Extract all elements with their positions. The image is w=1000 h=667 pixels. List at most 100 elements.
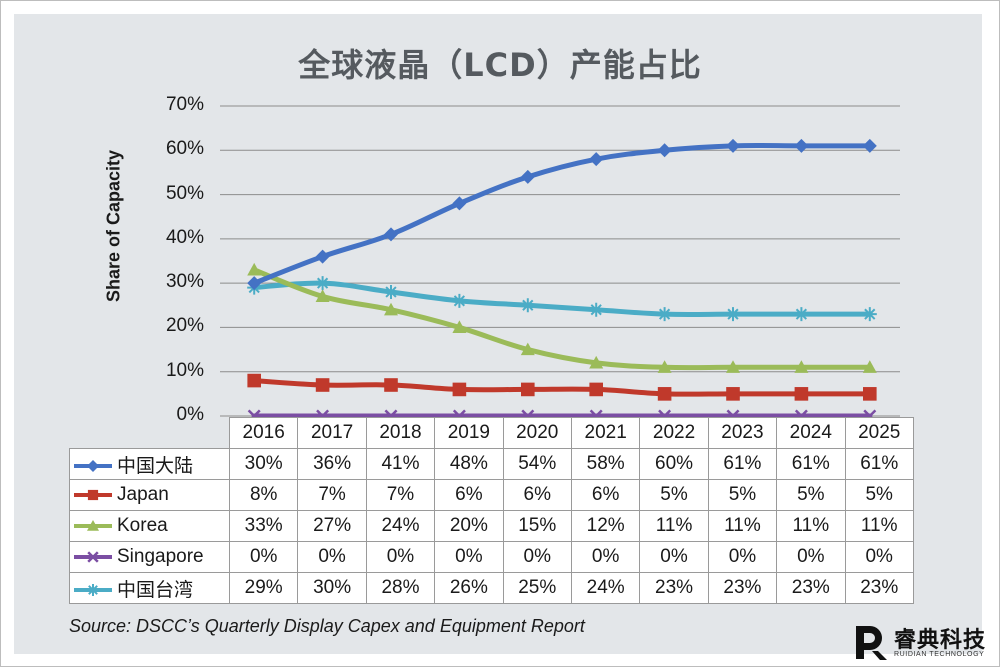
- data-point-star-series: [726, 307, 740, 322]
- data-point-square-series: [657, 387, 672, 401]
- data-label: 33%: [228, 510, 299, 542]
- data-point-diamond-series: [452, 196, 467, 211]
- legend-swatch: [74, 551, 112, 563]
- data-label: 23%: [639, 572, 709, 604]
- data-label: 23%: [776, 572, 846, 604]
- x-tick-label: 2024: [776, 417, 846, 449]
- data-point-square-series: [794, 387, 809, 401]
- data-point-square-series: [247, 373, 261, 388]
- data-label: 61%: [707, 448, 778, 480]
- legend-swatch: [74, 489, 112, 501]
- data-label: 27%: [297, 510, 367, 542]
- table-header-row: 2016 2017 2018 2019 2020 2021 2022 2023 2024 2025: [70, 417, 914, 449]
- legend-label: Japan: [117, 484, 169, 505]
- y-tick-label: 40%: [165, 226, 204, 248]
- table-corner: [70, 418, 230, 449]
- x-tick-label: 2016: [228, 417, 299, 449]
- data-label: 60%: [639, 448, 709, 480]
- data-label: 24%: [365, 510, 436, 542]
- table-row: Japan 8% 7% 7% 6% 6% 6% 5% 5% 5% 5%: [69, 479, 914, 511]
- data-point-diamond-series: [247, 276, 262, 291]
- data-label: 5%: [844, 479, 914, 511]
- data-point-diamond-series: [315, 249, 330, 264]
- data-label: 23%: [707, 572, 778, 604]
- legend-entry: 中国大陆: [69, 448, 230, 480]
- data-point-triangle-series: [520, 342, 535, 356]
- data-label: 25%: [502, 572, 572, 604]
- data-point-square-series: [384, 378, 398, 392]
- data-label: 30%: [228, 448, 299, 480]
- data-point-star-series: [384, 285, 398, 299]
- legend-marker-square: [87, 489, 99, 501]
- data-label: 24%: [570, 572, 641, 604]
- y-tick-label: 70%: [165, 94, 204, 115]
- table-row: 中国台湾 29% 30% 28% 26% 25% 24% 23% 23% 23% 23%: [69, 572, 914, 604]
- data-label: 11%: [776, 510, 846, 542]
- data-label: 30%: [297, 572, 367, 604]
- table-row: 中国大陆 30% 36% 41% 48% 54% 58% 60% 61% 61% 61%: [69, 448, 914, 480]
- data-label: 0%: [434, 541, 504, 573]
- data-label: 0%: [707, 541, 778, 573]
- legend-entry: Singapore: [69, 541, 230, 573]
- legend-entry: Japan: [69, 479, 230, 511]
- data-label: 61%: [776, 448, 846, 480]
- data-label: 0%: [228, 541, 299, 573]
- data-point-diamond-series: [657, 143, 672, 158]
- data-label: 36%: [297, 448, 367, 480]
- data-table: 2016 2017 2018 2019 2020 2021 2022 2023 2024 2025…: [69, 417, 914, 604]
- data-label: 15%: [502, 510, 572, 542]
- table-row: Singapore 0% 0% 0% 0% 0% 0% 0% 0% 0% 0%: [69, 541, 914, 573]
- series-line-star-series: [251, 280, 873, 317]
- data-point-diamond-series: [862, 138, 877, 153]
- data-point-square-series: [452, 382, 467, 397]
- source-note: Source: DSCC’s Quarterly Display Capex a…: [69, 616, 585, 636]
- data-label: 28%: [365, 572, 436, 604]
- x-tick-label: 2025: [844, 417, 914, 449]
- data-point-diamond-series: [726, 138, 740, 153]
- data-point-star-series: [452, 293, 467, 308]
- data-point-triangle-series: [452, 320, 467, 334]
- data-point-triangle-series: [384, 302, 398, 316]
- data-label: 11%: [707, 510, 778, 542]
- data-label: 12%: [570, 510, 641, 542]
- data-point-triangle-series: [794, 360, 809, 373]
- data-label: 0%: [776, 541, 846, 573]
- data-point-star-series: [589, 302, 604, 317]
- data-point-star-series: [794, 307, 809, 322]
- data-label: 0%: [502, 541, 572, 573]
- data-label: 0%: [297, 541, 367, 573]
- data-point-diamond-series: [794, 138, 809, 153]
- data-label: 0%: [639, 541, 709, 573]
- data-label: 0%: [844, 541, 914, 573]
- data-point-diamond-series: [589, 152, 604, 167]
- legend-marker-diamond: [87, 460, 99, 473]
- data-label: 11%: [844, 510, 914, 542]
- data-point-star-series: [315, 276, 330, 291]
- series-line-diamond-series: [251, 143, 873, 286]
- data-label: 7%: [365, 479, 436, 511]
- data-point-triangle-series: [862, 360, 877, 373]
- data-label: 54%: [502, 448, 572, 480]
- x-tick-label: 2023: [707, 417, 778, 449]
- y-tick-label: 30%: [165, 271, 204, 293]
- logo-name-en: RUIDIAN TECHNOLOGY: [894, 651, 985, 658]
- company-logo: 睿典科技 RUIDIAN TECHNOLOGY: [852, 622, 992, 664]
- series-line-square-series: [251, 378, 873, 397]
- data-label: 5%: [639, 479, 709, 511]
- data-point-diamond-series: [384, 227, 398, 242]
- data-label: 0%: [570, 541, 641, 573]
- legend-label: Korea: [117, 515, 168, 536]
- legend-label: Singapore: [117, 546, 204, 567]
- data-label: 61%: [844, 448, 914, 480]
- data-point-diamond-series: [520, 169, 535, 184]
- data-point-triangle-series: [315, 289, 330, 303]
- logo-name-cn: 睿典科技: [894, 628, 987, 653]
- x-tick-label: 2018: [365, 417, 436, 449]
- legend-marker-x: [87, 551, 99, 563]
- data-point-triangle-series: [589, 355, 604, 369]
- logo-mark-icon: [856, 626, 887, 660]
- data-point-star-series: [657, 307, 672, 322]
- data-label: 6%: [502, 479, 572, 511]
- table-row: Korea 33% 27% 24% 20% 15% 12% 11% 11% 11% 11%: [69, 510, 914, 542]
